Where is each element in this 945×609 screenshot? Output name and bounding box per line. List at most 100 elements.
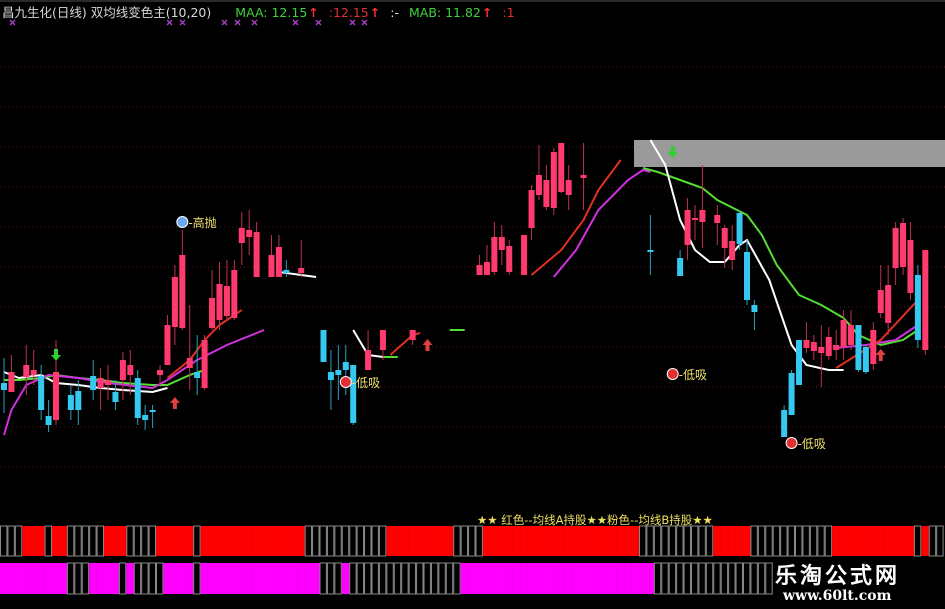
band-b-filled-cell: [572, 563, 580, 594]
band-b-filled-cell: [260, 563, 268, 594]
band-a-filled-cell: [430, 526, 439, 556]
candle-up: [729, 241, 736, 260]
buy-signal-label: -低吸: [797, 437, 826, 451]
band-b-filled-cell: [646, 563, 655, 594]
band-b-filled-cell: [215, 563, 224, 594]
band-a-empty-cell: [364, 525, 372, 557]
band-b-empty-cell: [728, 562, 736, 595]
band-a-filled-cell: [445, 526, 454, 556]
band-b-empty-cell: [453, 562, 461, 595]
band-b-filled-cell: [482, 563, 491, 594]
candle-up: [186, 358, 193, 368]
top-markers: [9, 19, 368, 26]
band-b-empty-cell: [371, 562, 379, 595]
candle-up: [892, 228, 899, 268]
band-b-filled-cell: [549, 563, 558, 594]
candle-down: [134, 378, 141, 418]
band-a-filled-cell: [631, 526, 640, 556]
band-b-filled-cell: [609, 563, 617, 594]
band-b-filled-cell: [579, 563, 588, 594]
candle-down: [327, 372, 334, 380]
candle-down: [744, 252, 750, 300]
band-a-filled-cell: [215, 526, 224, 556]
candle-down: [45, 416, 52, 425]
up-arrow-icon: ↑: [308, 5, 319, 20]
band-a-filled-cell: [230, 526, 238, 556]
band-a-filled-cell: [735, 526, 744, 556]
band-b-filled-cell: [178, 563, 186, 594]
band-b-filled-cell: [534, 563, 543, 594]
band-a-filled-cell: [29, 526, 38, 556]
band-a-filled-cell: [549, 526, 558, 556]
band-a-filled-cell: [921, 526, 929, 556]
candle-down: [736, 213, 743, 244]
band-b-empty-cell: [81, 562, 90, 595]
band-a-empty-cell: [936, 525, 944, 557]
band-b-empty-cell: [156, 562, 164, 595]
candle-up: [53, 372, 60, 420]
candle-up: [179, 255, 186, 328]
holding-bands: [0, 525, 944, 595]
gray-overlay-box: [634, 140, 945, 167]
candle-up: [870, 330, 877, 364]
band-a-empty-cell: [802, 525, 810, 557]
candle-down: [194, 372, 201, 378]
candle-up: [848, 325, 855, 345]
band-a-filled-cell: [104, 526, 112, 556]
band-a-filled-cell: [616, 526, 625, 556]
ma-lines: [3, 139, 919, 436]
band-a-empty-cell: [141, 525, 149, 557]
band-b-filled-cell: [557, 563, 565, 594]
band-a-filled-cell: [401, 526, 409, 556]
candle-up: [298, 268, 305, 273]
maa-value: MAA: 12.15↑: [235, 5, 318, 20]
candle-up: [97, 378, 104, 388]
down-arrow-icon: [667, 146, 678, 158]
band-a-empty-cell: [809, 525, 818, 557]
band-a-empty-cell: [126, 525, 134, 557]
candle-up: [535, 175, 542, 195]
buy-signal-label: -低吸: [678, 368, 708, 382]
band-b-filled-cell: [163, 563, 172, 594]
band-b-empty-cell: [364, 562, 372, 595]
candle-up: [550, 152, 557, 208]
band-a-empty-cell: [475, 525, 483, 557]
band-a-filled-cell: [170, 526, 179, 556]
band-a-empty-cell: [765, 525, 773, 557]
band-a-filled-cell: [22, 526, 30, 556]
ma-line-red: [835, 299, 919, 369]
band-a-filled-cell: [423, 526, 432, 556]
band-a-empty-cell: [74, 525, 82, 557]
band-b-empty-cell: [683, 562, 691, 595]
x-marker-icon: [166, 19, 173, 26]
band-a-empty-cell: [913, 525, 922, 557]
band-a-filled-cell: [601, 526, 610, 556]
candle-down: [781, 410, 788, 437]
band-b-filled-cell: [460, 563, 469, 594]
band-a-empty-cell: [334, 525, 342, 557]
band-b-filled-cell: [564, 563, 573, 594]
candle-down: [38, 376, 45, 410]
buy-signal-label: -低吸: [351, 376, 381, 390]
x-marker-icon: [221, 19, 228, 26]
band-a-filled-cell: [512, 526, 521, 556]
candle-up: [223, 286, 230, 316]
candle-up: [684, 210, 691, 245]
signals: [51, 146, 886, 449]
band-a-empty-cell: [928, 525, 937, 557]
band-b-filled-cell: [89, 563, 97, 594]
band-a-empty-cell: [787, 525, 795, 557]
band-a-filled-cell: [118, 526, 127, 556]
band-b-filled-cell: [497, 563, 506, 594]
candle-up: [922, 250, 929, 350]
candle-up: [491, 237, 498, 272]
candle-up: [268, 255, 275, 277]
band-a-empty-cell: [683, 525, 691, 557]
band-a-filled-cell: [408, 526, 417, 556]
band-b-filled-cell: [252, 563, 261, 594]
band-b-empty-cell: [705, 562, 714, 595]
band-b-filled-cell: [274, 563, 283, 594]
band-a-empty-cell: [453, 525, 461, 557]
candle-down: [142, 415, 149, 420]
